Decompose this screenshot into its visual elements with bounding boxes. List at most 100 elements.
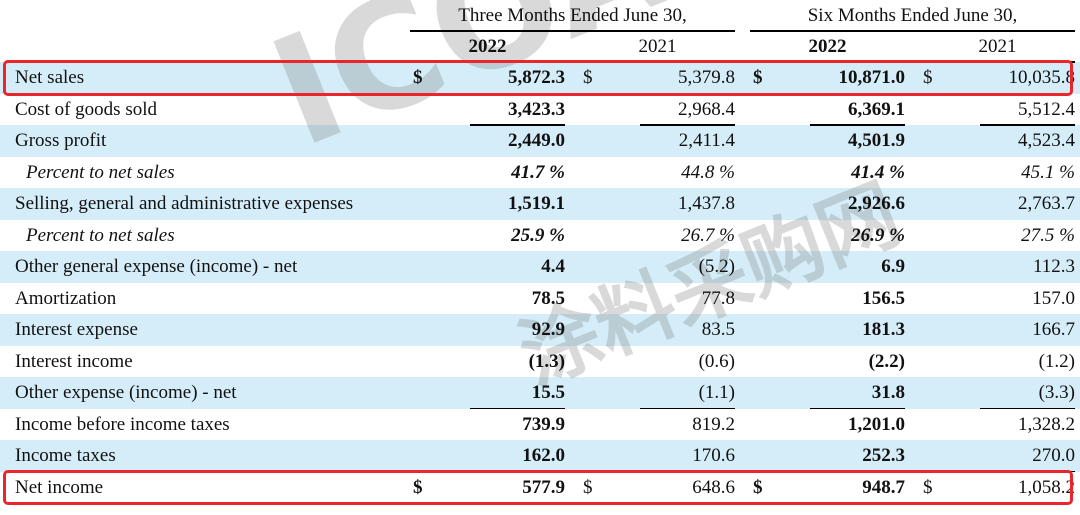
value-cell: 2,926.6 [848,193,905,214]
value-cell: 2,449.0 [508,130,565,151]
row-label: Net sales [15,67,85,88]
row-band [0,62,1080,94]
row-label: Interest income [15,350,133,372]
year-header: 2021 [978,36,1017,57]
row-band [0,125,1080,157]
value-cell: 1,058.2 [1018,476,1075,498]
row-band [0,440,1080,472]
group-header: Six Months Ended June 30, [807,5,1018,26]
value-cell: 10,871.0 [838,67,906,88]
highlight-box [3,469,1073,505]
value-cell: 4,501.9 [848,130,905,151]
value-cell: 6.9 [881,256,905,277]
value-cell: 31.8 [871,382,905,403]
value-cell: 92.9 [531,319,565,340]
currency-sign: $ [923,476,933,498]
value-cell: 44.8 % [681,161,735,183]
header-rule [750,30,1075,32]
value-cell: 948.7 [862,476,905,498]
sum-rule [980,407,1075,409]
sum-rule [810,124,905,126]
year-header: 2022 [468,36,507,57]
value-cell: 5,512.4 [1018,98,1075,120]
value-cell: 4,523.4 [1018,130,1075,151]
value-cell: 2,411.4 [678,130,735,151]
value-cell: 26.9 % [851,224,905,246]
value-cell: 162.0 [522,445,565,466]
year-header: 2021 [638,36,677,57]
value-cell: 156.5 [862,287,905,309]
header-rule [410,30,735,32]
value-cell: 4.4 [541,256,565,277]
row-label: Selling, general and administrative expe… [15,193,354,214]
group-header: Three Months Ended June 30, [458,5,687,26]
currency-sign: $ [413,67,423,88]
value-cell: 83.5 [701,319,735,340]
sum-rule [470,124,565,126]
row-label: Income taxes [15,445,116,466]
value-cell: 270.0 [1032,445,1075,466]
value-cell: 41.4 % [851,161,905,183]
value-cell: 1,437.8 [678,193,735,214]
value-cell: (2.2) [868,350,905,372]
currency-sign: $ [413,476,423,498]
value-cell: 5,872.3 [508,67,565,88]
value-cell: 10,035.8 [1008,67,1076,88]
currency-sign: $ [923,67,933,88]
year-header: 2022 [808,36,847,57]
value-cell: (1.3) [528,350,565,372]
sum-rule [980,124,1075,126]
currency-sign: $ [753,67,763,88]
value-cell: 252.3 [862,445,905,466]
value-cell: 5,379.8 [678,67,735,88]
currency-sign: $ [753,476,763,498]
row-label: Percent to net sales [26,161,175,183]
row-band [0,188,1080,220]
value-cell: 45.1 % [1021,161,1075,183]
value-cell: 1,201.0 [848,413,905,435]
value-cell: 170.6 [692,445,735,466]
value-cell: 2,968.4 [678,98,735,120]
row-band [0,377,1080,409]
sum-rule [640,407,735,409]
value-cell: 819.2 [692,413,735,435]
highlight-box [3,60,1073,96]
row-label: Other expense (income) - net [15,382,237,403]
row-label: Percent to net sales [26,224,175,246]
value-cell: (1.2) [1038,350,1075,372]
value-cell: 6,369.1 [848,98,905,120]
value-cell: 648.6 [692,476,735,498]
value-cell: (3.3) [1038,382,1075,403]
value-cell: 112.3 [1032,256,1075,277]
value-cell: 41.7 % [511,161,565,183]
row-label: Net income [15,476,104,498]
currency-sign: $ [583,67,593,88]
value-cell: (0.6) [698,350,735,372]
sum-rule [810,407,905,409]
value-cell: 739.9 [522,413,565,435]
row-band [0,314,1080,346]
row-label: Interest expense [15,319,138,340]
row-label: Gross profit [15,130,107,151]
sum-rule [470,407,565,409]
sum-rule [640,124,735,126]
row-label: Amortization [15,287,117,309]
value-cell: 26.7 % [681,224,735,246]
value-cell: 166.7 [1032,319,1075,340]
value-cell: 3,423.3 [508,98,565,120]
value-cell: 181.3 [862,319,905,340]
row-label: Cost of goods sold [15,98,157,120]
value-cell: 577.9 [522,476,565,498]
row-label: Other general expense (income) - net [15,256,298,277]
value-cell: 157.0 [1032,287,1075,309]
value-cell: 78.5 [531,287,565,309]
value-cell: (1.1) [698,382,735,403]
value-cell: 2,763.7 [1018,193,1075,214]
value-cell: 25.9 % [511,224,565,246]
row-label: Income before income taxes [15,413,230,435]
value-cell: 1,328.2 [1018,413,1075,435]
value-cell: 15.5 [531,382,565,403]
value-cell: 1,519.1 [508,193,565,214]
currency-sign: $ [583,476,593,498]
